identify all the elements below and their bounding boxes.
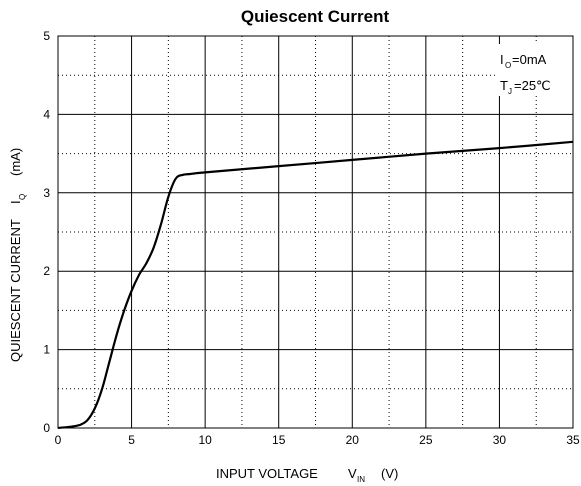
annotation-background <box>496 44 572 96</box>
x-tick-label: 5 <box>128 433 135 447</box>
annotation-io-subscript: O <box>505 61 511 70</box>
x-tick-label: 25 <box>419 433 433 447</box>
y-tick-label: 4 <box>43 107 50 121</box>
x-tick-label: 30 <box>493 433 507 447</box>
y-axis-label-symbol: I <box>8 200 23 204</box>
x-axis-label-subscript: IN <box>357 475 365 484</box>
x-axis-label-symbol: V <box>348 466 357 481</box>
y-tick-label: 2 <box>43 264 50 278</box>
plot-frame <box>57 35 574 429</box>
x-tick-label: 15 <box>272 433 286 447</box>
x-tick-label: 20 <box>346 433 360 447</box>
x-axis-label-main: INPUT VOLTAGE <box>216 466 318 481</box>
annotation-tj-subscript: J <box>508 87 512 96</box>
y-tick-label: 1 <box>43 343 50 357</box>
y-tick-label: 0 <box>43 421 50 435</box>
annotation-tj-symbol: T <box>500 78 508 93</box>
annotation-io-value: =0mA <box>512 52 547 67</box>
y-axis-label-unit: (mA) <box>8 148 23 176</box>
x-axis-label: INPUT VOLTAGE V IN (V) <box>216 466 398 484</box>
y-tick-labels: 0 1 2 3 4 5 <box>43 29 50 435</box>
conditions-annotation: I O =0mA T J =25℃ <box>496 44 572 96</box>
y-axis-label-main: QUIESCENT CURRENT <box>8 219 23 362</box>
x-tick-label: 0 <box>55 433 62 447</box>
x-tick-labels: 0 5 10 15 20 25 30 35 <box>55 433 580 447</box>
major-gridlines <box>58 36 573 428</box>
y-axis-label-subscript: Q <box>18 194 27 200</box>
x-tick-label: 35 <box>566 433 580 447</box>
y-tick-label: 5 <box>43 29 50 43</box>
series-line-quiescent-current <box>57 140 574 430</box>
annotation-io-symbol: I <box>500 52 504 67</box>
chart-title: Quiescent Current <box>241 7 390 26</box>
x-tick-label: 10 <box>198 433 212 447</box>
x-axis-label-unit: (V) <box>381 466 398 481</box>
annotation-tj-value: =25℃ <box>514 78 551 93</box>
y-tick-label: 3 <box>43 186 50 200</box>
y-axis-label: QUIESCENT CURRENT I Q (mA) <box>8 148 27 362</box>
minor-gridlines <box>58 36 573 428</box>
